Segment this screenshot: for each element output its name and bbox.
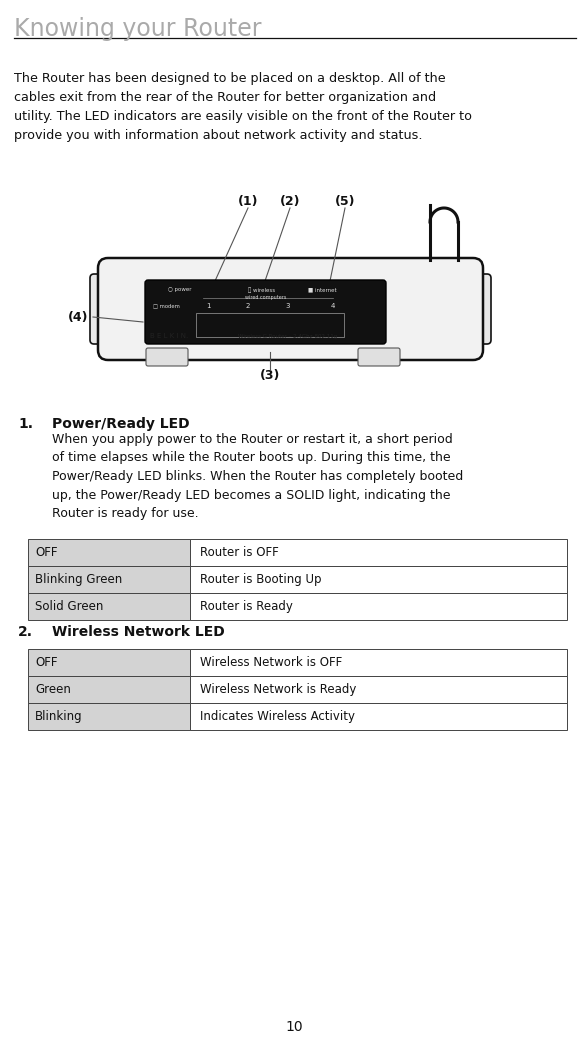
Text: (3): (3): [260, 369, 280, 381]
Text: OFF: OFF: [35, 656, 58, 669]
Text: 1.: 1.: [18, 417, 33, 431]
Bar: [190, 566, 567, 593]
Text: 3: 3: [286, 303, 290, 309]
Text: Router is Booting Up: Router is Booting Up: [200, 573, 322, 586]
Text: 10: 10: [285, 1020, 303, 1034]
Text: Router is Ready: Router is Ready: [200, 600, 293, 612]
Text: OFF: OFF: [35, 545, 58, 559]
Text: ⦾ wireless: ⦾ wireless: [248, 287, 275, 292]
Text: □ modem: □ modem: [153, 303, 180, 308]
FancyBboxPatch shape: [465, 274, 491, 344]
Text: When you apply power to the Router or restart it, a short period
of time elapses: When you apply power to the Router or re…: [52, 433, 463, 520]
Bar: [28, 539, 190, 566]
Bar: [190, 703, 567, 730]
Bar: [28, 649, 190, 676]
Text: Wireless Network is OFF: Wireless Network is OFF: [200, 656, 342, 669]
Text: 1: 1: [206, 303, 211, 309]
Bar: [28, 593, 190, 620]
Text: (1): (1): [238, 196, 258, 208]
Bar: [28, 676, 190, 703]
Text: (4): (4): [68, 311, 88, 324]
Text: Wireless Network is Ready: Wireless Network is Ready: [200, 683, 356, 696]
Text: ■ internet: ■ internet: [308, 287, 336, 292]
Text: Green: Green: [35, 683, 71, 696]
Text: 4: 4: [331, 303, 335, 309]
Text: ○ power: ○ power: [168, 287, 192, 292]
Bar: [190, 676, 567, 703]
Text: Wireless Network LED: Wireless Network LED: [52, 625, 225, 639]
FancyBboxPatch shape: [146, 348, 188, 366]
FancyBboxPatch shape: [90, 274, 116, 344]
FancyBboxPatch shape: [98, 258, 483, 360]
FancyBboxPatch shape: [358, 348, 400, 366]
Text: Solid Green: Solid Green: [35, 600, 103, 612]
Text: (5): (5): [335, 196, 355, 208]
Text: Indicates Wireless Activity: Indicates Wireless Activity: [200, 710, 355, 723]
Text: Wireless G Router – 2.4Ghz-802.11g: Wireless G Router – 2.4Ghz-802.11g: [238, 334, 338, 339]
Text: Knowing your Router: Knowing your Router: [14, 17, 262, 41]
Bar: [28, 566, 190, 593]
Bar: [196, 313, 344, 337]
Text: (2): (2): [280, 196, 300, 208]
Text: wired computers: wired computers: [245, 295, 287, 300]
Bar: [190, 593, 567, 620]
Text: Blinking Green: Blinking Green: [35, 573, 122, 586]
Text: Blinking: Blinking: [35, 710, 83, 723]
Text: 2.: 2.: [18, 625, 33, 639]
Bar: [28, 703, 190, 730]
Text: 2: 2: [246, 303, 250, 309]
Text: Power/Ready LED: Power/Ready LED: [52, 417, 189, 431]
Text: B E L K I N.: B E L K I N.: [150, 333, 188, 339]
Text: The Router has been designed to be placed on a desktop. All of the
cables exit f: The Router has been designed to be place…: [14, 72, 472, 142]
FancyBboxPatch shape: [145, 280, 386, 344]
Bar: [190, 649, 567, 676]
Bar: [190, 539, 567, 566]
Text: Router is OFF: Router is OFF: [200, 545, 279, 559]
